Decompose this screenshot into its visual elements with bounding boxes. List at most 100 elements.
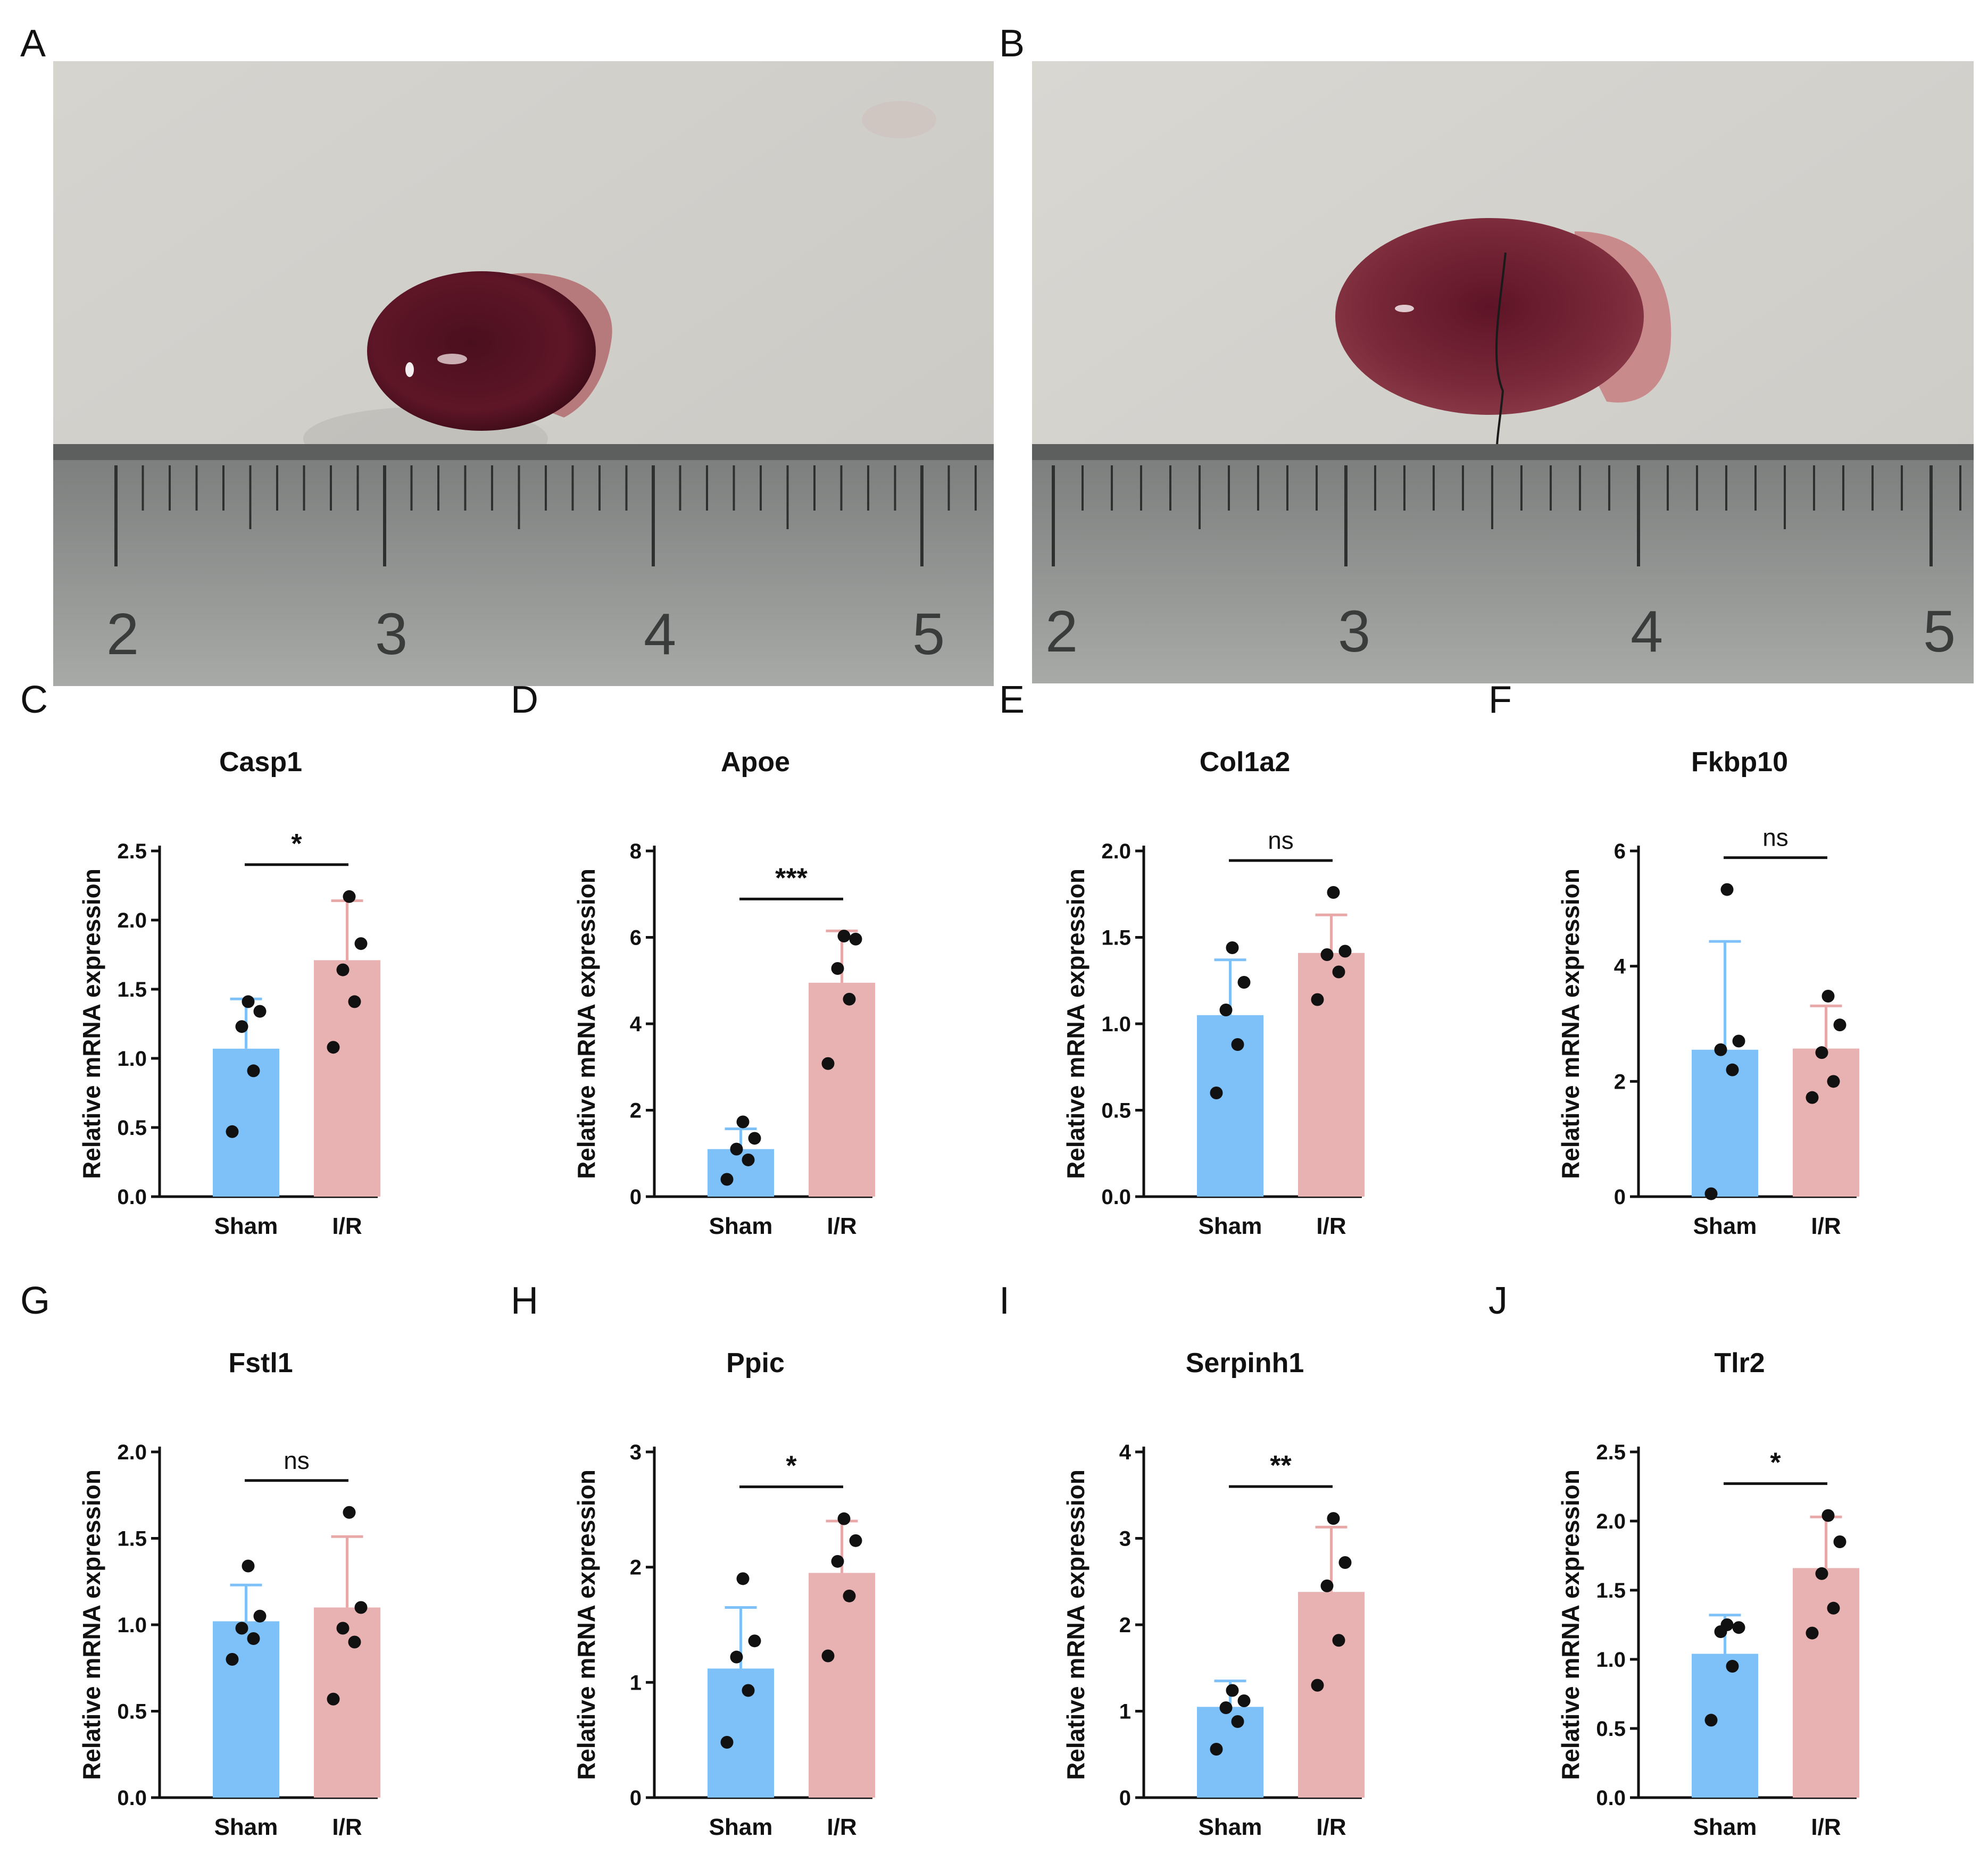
data-point bbox=[1704, 1187, 1718, 1200]
y-tick-label: 2.0 bbox=[1101, 840, 1131, 863]
chart-svg: Col1a2 Relative mRNA expression 0.0 0.5 1.0 1… bbox=[1062, 747, 1365, 1239]
photo-panel-a: 2 3 4 5 bbox=[53, 61, 994, 686]
y-axis-label: Relative mRNA expression bbox=[78, 868, 105, 1179]
chart-title: Casp1 bbox=[219, 747, 302, 778]
y-axis-label: Relative mRNA expression bbox=[572, 868, 600, 1179]
data-point bbox=[849, 1534, 862, 1547]
kidney-a bbox=[367, 271, 596, 431]
data-point bbox=[247, 1632, 260, 1645]
data-point bbox=[1704, 1714, 1718, 1727]
data-point bbox=[742, 1684, 755, 1697]
y-tick-label: 0.0 bbox=[1101, 1185, 1131, 1209]
x-category-label: I/R bbox=[827, 1814, 856, 1840]
y-axis-label: Relative mRNA expression bbox=[78, 1469, 105, 1780]
data-point bbox=[843, 1589, 856, 1602]
panel-letter-d: D bbox=[511, 679, 538, 721]
panel-letter-e: E bbox=[999, 679, 1025, 721]
panel-letter-a: A bbox=[20, 22, 46, 65]
y-tick-label: 4 bbox=[1119, 1441, 1132, 1464]
chart-svg: Casp1 Relative mRNA expression 0.0 0.5 1.0 1.… bbox=[78, 747, 380, 1239]
y-axis-label: Relative mRNA expression bbox=[572, 1469, 600, 1780]
y-tick-label: 2.5 bbox=[1596, 1441, 1626, 1464]
panel-letter-f: F bbox=[1488, 679, 1512, 721]
x-category-label: Sham bbox=[214, 1814, 278, 1840]
data-point bbox=[235, 1622, 248, 1635]
x-category-label: I/R bbox=[1811, 1814, 1841, 1840]
data-point bbox=[1732, 1621, 1745, 1634]
data-point bbox=[1332, 965, 1345, 979]
chart-title: Serpinh1 bbox=[1186, 1348, 1304, 1379]
significance-label: *** bbox=[775, 863, 808, 893]
y-tick-label: 0 bbox=[630, 1786, 642, 1810]
data-point bbox=[253, 1005, 267, 1018]
data-point bbox=[343, 890, 356, 903]
data-point bbox=[1311, 1678, 1324, 1692]
y-tick-label: 2 bbox=[1614, 1070, 1626, 1093]
data-point bbox=[720, 1736, 734, 1749]
significance-label: ns bbox=[1268, 826, 1294, 854]
bar-sham bbox=[1197, 1707, 1263, 1798]
kidney-b bbox=[1335, 218, 1644, 415]
y-tick-label: 1 bbox=[1119, 1700, 1131, 1724]
chart-title: Ppic bbox=[726, 1348, 785, 1379]
y-tick-label: 1.5 bbox=[117, 978, 147, 1001]
x-category-label: I/R bbox=[1316, 1213, 1346, 1239]
bar-sham bbox=[1692, 1049, 1758, 1197]
data-point bbox=[343, 1506, 356, 1519]
data-point bbox=[821, 1649, 835, 1663]
x-category-label: I/R bbox=[332, 1213, 362, 1239]
bar-sham bbox=[708, 1149, 774, 1197]
y-tick-label: 3 bbox=[630, 1441, 642, 1464]
bar-ir bbox=[809, 1573, 875, 1798]
x-category-label: Sham bbox=[1199, 1213, 1262, 1239]
chart-fkbp10: Fkbp10 Relative mRNA expression 0 2 4 6 Sham I/… bbox=[1557, 734, 1878, 1239]
y-tick-label: 0.0 bbox=[1596, 1786, 1626, 1810]
y-axis-label: Relative mRNA expression bbox=[1557, 868, 1584, 1179]
data-point bbox=[742, 1153, 755, 1166]
ruler-b-num-4: 4 bbox=[1631, 599, 1663, 664]
data-point bbox=[235, 1020, 248, 1033]
data-point bbox=[821, 1057, 835, 1070]
data-point bbox=[242, 1559, 255, 1573]
data-point bbox=[1320, 1579, 1334, 1592]
bar-sham bbox=[213, 1048, 279, 1197]
data-point bbox=[748, 1634, 761, 1648]
suture-thread bbox=[1495, 252, 1507, 466]
y-tick-label: 1.0 bbox=[117, 1047, 147, 1071]
chart-col1a2: Col1a2 Relative mRNA expression 0.0 0.5 1.0 1… bbox=[1062, 734, 1383, 1239]
data-point bbox=[1237, 1694, 1251, 1707]
y-tick-label: 4 bbox=[1614, 955, 1626, 979]
y-tick-label: 1.0 bbox=[117, 1614, 147, 1637]
ruler-a-num-5: 5 bbox=[912, 602, 945, 667]
x-category-label: Sham bbox=[709, 1213, 773, 1239]
chart-svg: Serpinh1 Relative mRNA expression 0 1 2 3 4 Sha… bbox=[1062, 1348, 1365, 1840]
y-tick-label: 8 bbox=[630, 840, 642, 863]
bar-ir bbox=[1793, 1568, 1859, 1798]
ruler-b-num-3: 3 bbox=[1338, 599, 1370, 664]
y-tick-label: 1.0 bbox=[1596, 1648, 1626, 1672]
chart-fstl1: Fstl1 Relative mRNA expression 0.0 0.5 1.0 1.… bbox=[78, 1335, 399, 1840]
data-point bbox=[354, 1601, 368, 1614]
data-point bbox=[1219, 1701, 1233, 1714]
y-tick-label: 0.5 bbox=[1596, 1717, 1626, 1741]
chart-svg: Fstl1 Relative mRNA expression 0.0 0.5 1.0 1.… bbox=[78, 1348, 380, 1840]
photo-a-glare-2 bbox=[405, 362, 414, 377]
y-tick-label: 0 bbox=[1614, 1185, 1626, 1209]
y-axis-label: Relative mRNA expression bbox=[1062, 1469, 1089, 1780]
data-point bbox=[1833, 1018, 1846, 1032]
chart-tlr2: Tlr2 Relative mRNA expression 0.0 0.5 1.0 1.5… bbox=[1557, 1335, 1878, 1840]
data-point bbox=[1815, 1567, 1828, 1580]
data-point bbox=[1714, 1043, 1727, 1056]
y-tick-label: 2 bbox=[630, 1556, 642, 1580]
photo-a-svg: 2 3 4 5 bbox=[53, 61, 994, 686]
chart-ppic: Ppic Relative mRNA expression 0 1 2 3 Sham I/R * bbox=[572, 1335, 894, 1840]
y-tick-label: 0 bbox=[630, 1185, 642, 1209]
data-point bbox=[837, 1512, 851, 1525]
data-point bbox=[1237, 976, 1251, 989]
data-point bbox=[1231, 1715, 1244, 1728]
data-point bbox=[843, 992, 856, 1006]
data-point bbox=[348, 995, 361, 1008]
data-point bbox=[1219, 1004, 1233, 1016]
data-point bbox=[1231, 1038, 1244, 1051]
ruler-a-edge bbox=[53, 444, 994, 460]
